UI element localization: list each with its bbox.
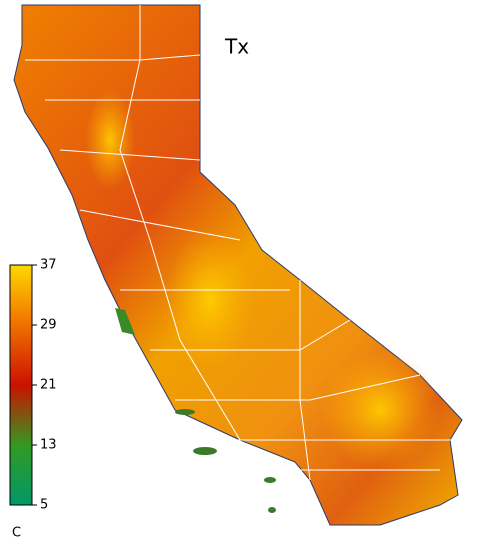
map-title: Tx xyxy=(224,35,249,59)
colorbar-tick-label: 13 xyxy=(40,438,57,453)
sacramento-valley xyxy=(85,90,135,190)
colorbar xyxy=(9,264,33,506)
colorbar-tick-label: 29 xyxy=(40,318,57,333)
colorbar-tick-label: 21 xyxy=(40,378,57,393)
colorbar-tick-label: 5 xyxy=(40,498,48,513)
central-valley xyxy=(165,230,255,370)
desert xyxy=(320,350,440,470)
county-lines xyxy=(25,5,455,481)
coast-green xyxy=(115,308,135,335)
colorbar-tick-label: 37 xyxy=(40,258,57,273)
islands xyxy=(175,409,276,513)
colorbar-unit: C xyxy=(12,526,21,541)
